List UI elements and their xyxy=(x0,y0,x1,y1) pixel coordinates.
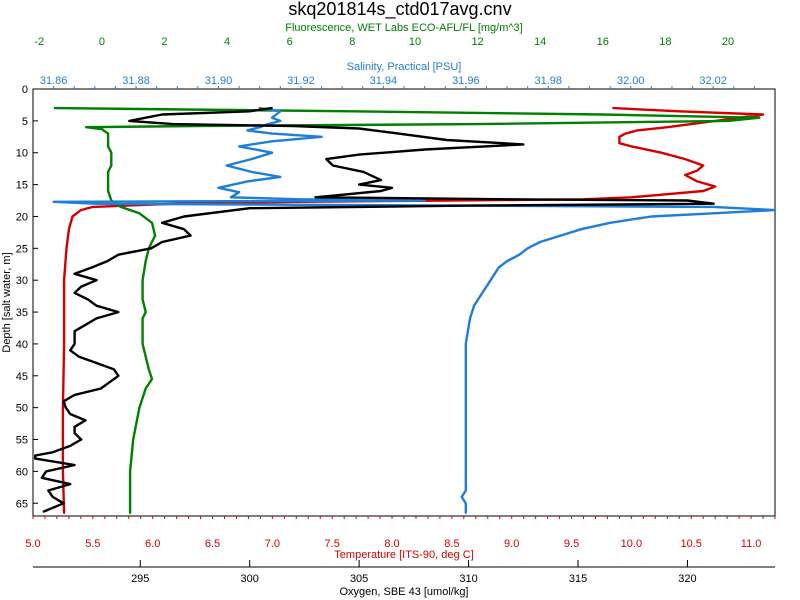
y-tick-label: 20 xyxy=(16,211,28,223)
fluorescence-profile-line xyxy=(53,106,761,514)
salinity-tick-label: 31.90 xyxy=(205,75,233,87)
salinity-profile-line xyxy=(52,106,777,514)
y-tick-label: 55 xyxy=(16,435,28,447)
temperature-tick-label: 7.5 xyxy=(325,538,340,550)
temperature-profile-line xyxy=(61,106,765,514)
y-tick-label: 65 xyxy=(16,498,28,510)
series-layer xyxy=(34,106,777,514)
temperature-tick-label: 9.5 xyxy=(564,538,579,550)
fluorescence-tick-label: 4 xyxy=(224,36,230,48)
salinity-tick-label: 31.88 xyxy=(122,75,150,87)
y-tick-label: 30 xyxy=(16,275,28,287)
salinity-tick-label: 32.00 xyxy=(617,75,645,87)
fluorescence-tick-label: 16 xyxy=(597,36,609,48)
y-tick-label: 60 xyxy=(16,466,28,478)
plot-area xyxy=(32,88,776,517)
oxygen-tick-label: 295 xyxy=(131,573,149,585)
y-tick-label: 50 xyxy=(16,403,28,415)
temperature-tick-label: 5.0 xyxy=(25,538,40,550)
fluorescence-tick-label: 6 xyxy=(287,36,293,48)
fluorescence-tick-label: -2 xyxy=(34,36,44,48)
oxygen-axis-title: Oxygen, SBE 43 [umol/kg] xyxy=(339,586,468,598)
fluorescence-axis-title: Fluorescence, WET Labs ECO-AFL/FL [mg/m^… xyxy=(285,22,522,34)
temperature-tick-label: 10.5 xyxy=(681,538,702,550)
salinity-tick-label: 31.94 xyxy=(370,75,398,87)
salinity-tick-label: 32.02 xyxy=(699,75,727,87)
temperature-tick-label: 6.5 xyxy=(205,538,220,550)
oxygen-tick-label: 320 xyxy=(678,573,696,585)
fluorescence-tick-label: 18 xyxy=(659,36,671,48)
temperature-tick-label: 10.0 xyxy=(621,538,642,550)
temperature-tick-label: 7.0 xyxy=(265,538,280,550)
salinity-tick-label: 31.98 xyxy=(535,75,563,87)
fluorescence-tick-label: 14 xyxy=(534,36,546,48)
temperature-tick-label: 11.0 xyxy=(741,538,762,550)
fluorescence-tick-label: 2 xyxy=(161,36,167,48)
y-tick-label: 0 xyxy=(22,84,28,96)
salinity-axis-title: Salinity, Practical [PSU] xyxy=(347,61,462,73)
fluorescence-tick-label: 8 xyxy=(349,36,355,48)
oxygen-profile-line xyxy=(34,106,715,513)
y-tick-label: 25 xyxy=(16,243,28,255)
y-tick-label: 40 xyxy=(16,339,28,351)
fluorescence-tick-label: 0 xyxy=(99,36,105,48)
temperature-tick-label: 8.0 xyxy=(384,538,399,550)
temperature-tick-label: 6.0 xyxy=(145,538,160,550)
salinity-tick-label: 31.96 xyxy=(452,75,480,87)
fluorescence-tick-label: 20 xyxy=(722,36,734,48)
temperature-tick-label: 5.5 xyxy=(85,538,100,550)
temperature-axis-title: Temperature [ITS-90, deg C] xyxy=(334,549,473,561)
y-tick-label: 10 xyxy=(16,148,28,160)
y-tick-label: 5 xyxy=(22,116,28,128)
fluorescence-tick-label: 12 xyxy=(471,36,483,48)
fluorescence-tick-label: 10 xyxy=(409,36,421,48)
oxygen-tick-label: 310 xyxy=(459,573,477,585)
y-tick-label: 15 xyxy=(16,180,28,192)
temperature-tick-label: 9.0 xyxy=(504,538,519,550)
y-tick-label: 35 xyxy=(16,307,28,319)
y-axis-title: Depth [salt water, m] xyxy=(1,252,13,352)
oxygen-tick-label: 305 xyxy=(350,573,368,585)
oxygen-tick-label: 315 xyxy=(569,573,587,585)
oxygen-tick-label: 300 xyxy=(241,573,259,585)
salinity-tick-label: 31.86 xyxy=(40,75,68,87)
chart-title: skq201814s_ctd017avg.cnv xyxy=(288,0,511,20)
temperature-tick-label: 8.5 xyxy=(444,538,459,550)
y-tick-label: 45 xyxy=(16,371,28,383)
salinity-tick-label: 31.92 xyxy=(287,75,315,87)
